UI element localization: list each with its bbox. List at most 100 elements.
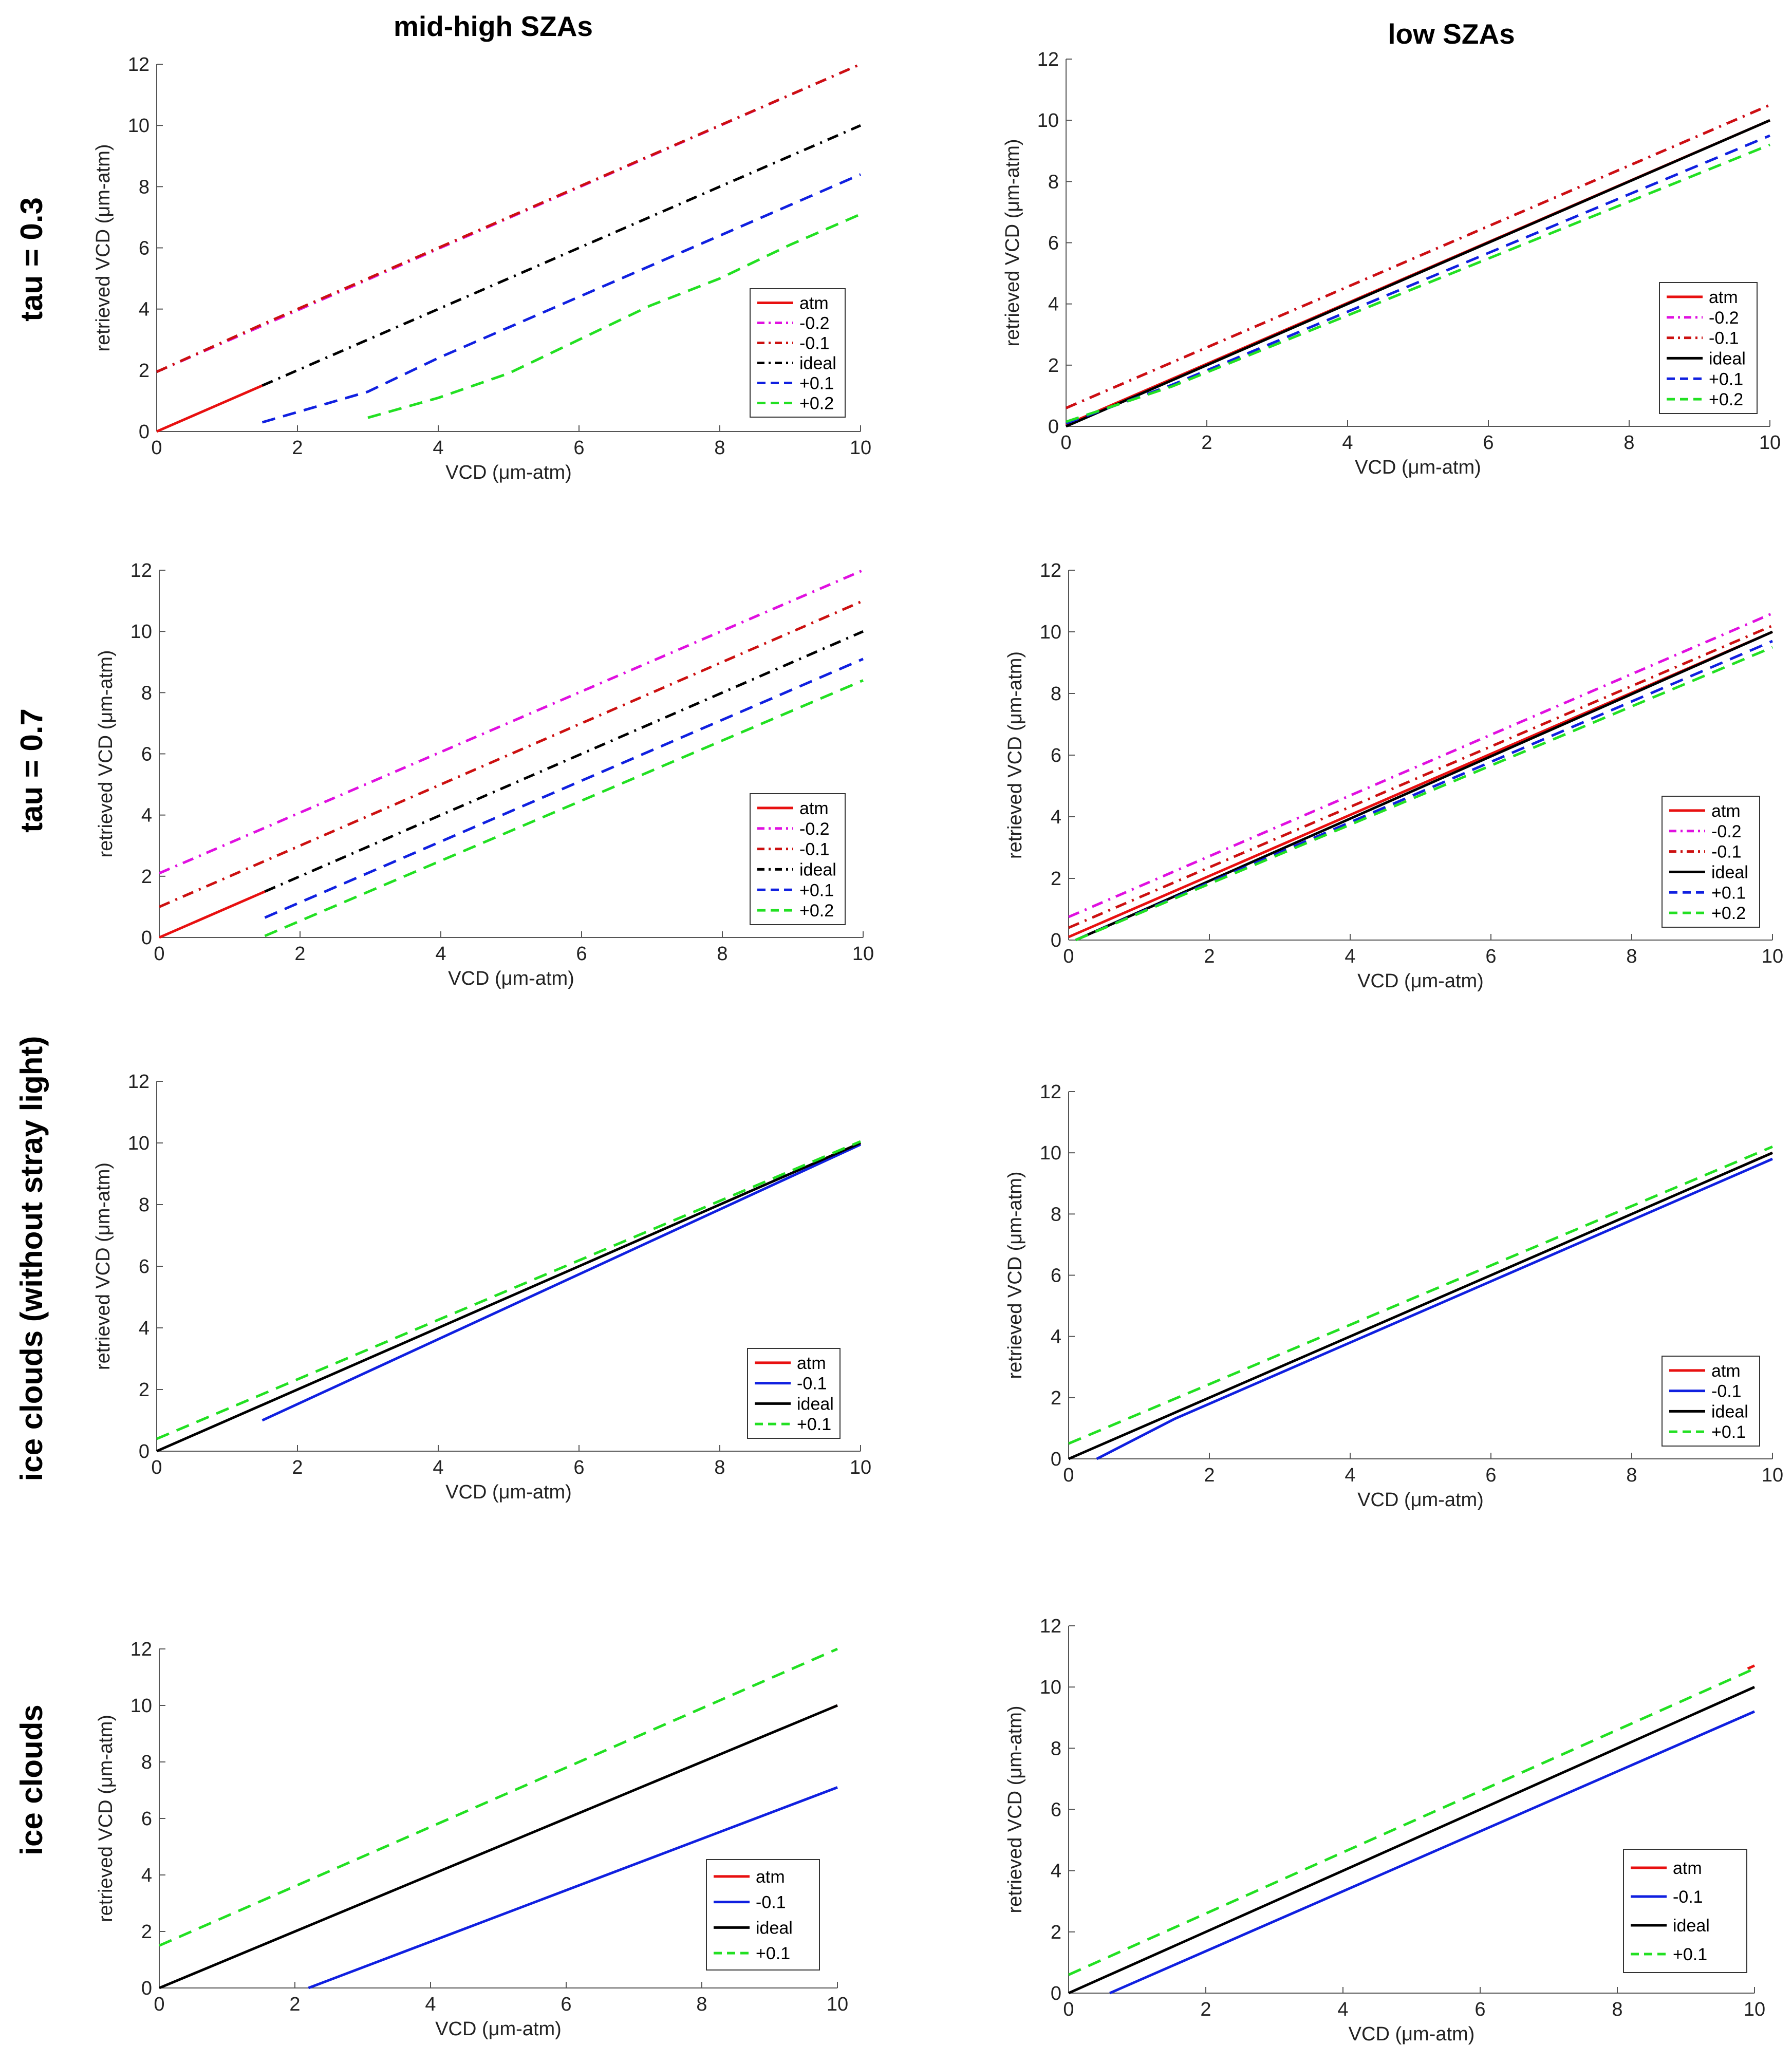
x-tick-label: 10 [1762,1465,1783,1486]
y-tick-label: 8 [1051,1738,1061,1759]
legend-entry: +0.2 [799,901,834,921]
legend-entry: -0.1 [1709,329,1739,348]
series-line-01 [1096,1157,1773,1460]
y-tick-label: 6 [141,744,152,765]
legend-entry: ideal [1673,1916,1710,1936]
x-tick-label: 4 [433,437,443,459]
y-tick-label: 6 [1048,233,1059,254]
chart-panel-4: 0 2 4 6 8 10 0 2 4 6 8 10 12 VCD (μm-atm) retrieved VC… [1004,560,1783,992]
x-axis-label: VCD (μm-atm) [1355,457,1481,478]
legend-entry: +0.2 [799,394,834,414]
x-tick-label: 4 [1345,946,1355,967]
x-tick-label: 0 [154,943,164,965]
y-axis-label: retrieved VCD (μm-atm) [95,650,117,857]
legend-entry: ideal [799,860,836,879]
x-tick-label: 6 [561,1994,571,2015]
x-tick-label: 6 [1485,1465,1496,1486]
y-tick-label: 2 [139,360,150,382]
legend-box [706,1859,820,1971]
legend-entry: +0.1 [797,1415,831,1434]
legend-entry: ideal [1711,862,1748,882]
y-tick-label: 6 [139,238,150,259]
legend-entry: -0.1 [1673,1887,1703,1907]
y-tick-label: 8 [1048,171,1059,193]
y-tick-label: 8 [139,176,150,198]
legend-entry: +0.2 [1709,390,1743,409]
legend-entry: -0.1 [1711,1382,1742,1401]
legend-entry: -0.2 [1711,822,1742,841]
series-line-01 [308,1786,838,1990]
legend-entry: atm [799,294,829,313]
legend-entry: +0.2 [1711,904,1746,923]
y-tick-label: 8 [141,682,152,704]
legend-entry: +0.1 [1711,1422,1746,1442]
series-line-01 [156,63,861,373]
x-tick-label: 0 [1060,432,1071,454]
y-tick-label: 0 [1048,416,1059,438]
series-line-02 [367,213,861,419]
legend-entry: +0.1 [1673,1945,1707,1964]
col-title-low: low SZAs [1388,18,1515,50]
x-tick-label: 4 [433,1457,443,1478]
x-tick-label: 0 [1063,946,1074,967]
series-line-atm [1747,1664,1756,1670]
series-line-ideal [1075,630,1774,942]
chart-panel-8: 0 2 4 6 8 10 0 2 4 6 8 10 12 VCD (μm-atm) retrieved VC… [1004,1616,1765,2045]
y-axis-label: retrieved VCD (μm-atm) [92,144,114,351]
x-tick-label: 8 [714,437,725,459]
series-line-01 [1068,1145,1773,1445]
x-tick-label: 6 [1485,946,1496,967]
legend-entry: -0.2 [799,314,830,333]
y-tick-label: 0 [139,1441,150,1462]
x-tick-label: 2 [1200,1999,1211,2020]
legend-entry: -0.1 [756,1893,786,1912]
y-axis-label: retrieved VCD (μm-atm) [1004,1171,1026,1379]
x-tick-label: 6 [573,1457,584,1478]
legend-entry: -0.1 [799,840,830,859]
x-tick-label: 2 [292,437,303,459]
legend-entry: atm [756,1867,785,1887]
x-tick-label: 0 [151,1457,162,1478]
x-tick-label: 4 [1342,432,1353,454]
legend-entry: -0.2 [1709,308,1739,328]
x-tick-label: 8 [717,943,727,965]
series-line-ideal [1068,1151,1773,1460]
y-tick-label: 12 [1040,1081,1061,1103]
y-tick-label: 0 [139,421,150,443]
x-axis-label: VCD (μm-atm) [1357,1489,1484,1511]
panels-group: 0 2 4 6 8 10 0 2 4 6 8 10 12 VCD (μm-atm) retrieved VC… [92,49,1783,2045]
series-line-ideal [156,1141,862,1453]
y-tick-label: 4 [1048,294,1059,315]
x-tick-label: 2 [292,1457,303,1478]
row-label-tau-07: tau = 0.7 [14,708,49,833]
y-tick-label: 12 [1037,49,1059,70]
series-line-02 [264,679,864,937]
x-tick-label: 6 [573,437,584,459]
x-tick-label: 6 [576,943,587,965]
chart-panel-5: 0 2 4 6 8 10 0 2 4 6 8 10 12 VCD (μm-atm) retrieved VC… [92,1071,871,1503]
x-tick-label: 4 [1345,1465,1355,1486]
x-tick-label: 8 [1626,946,1637,967]
x-tick-label: 2 [1201,432,1212,454]
y-tick-label: 0 [1051,1983,1061,2004]
x-tick-label: 2 [1204,946,1215,967]
y-tick-label: 0 [1051,930,1061,951]
y-tick-label: 10 [128,115,150,137]
y-tick-label: 4 [1051,1326,1061,1348]
series-line-01 [1109,1710,1756,1995]
legend: atm -0.1 ideal +0.1 [1623,1849,1747,1973]
x-tick-label: 10 [1744,1999,1765,2020]
legend-box [1623,1849,1747,1973]
x-axis-label: VCD (μm-atm) [448,968,574,989]
series-line-01 [158,1647,838,1947]
series-line-01 [264,658,864,919]
y-axis-label: retrieved VCD (μm-atm) [92,1162,114,1370]
y-tick-label: 6 [1051,1265,1061,1287]
series-line-ideal [159,1704,838,1990]
y-tick-label: 0 [1051,1449,1061,1470]
legend-entry: +0.1 [799,374,834,393]
x-axis-label: VCD (μm-atm) [445,462,572,483]
